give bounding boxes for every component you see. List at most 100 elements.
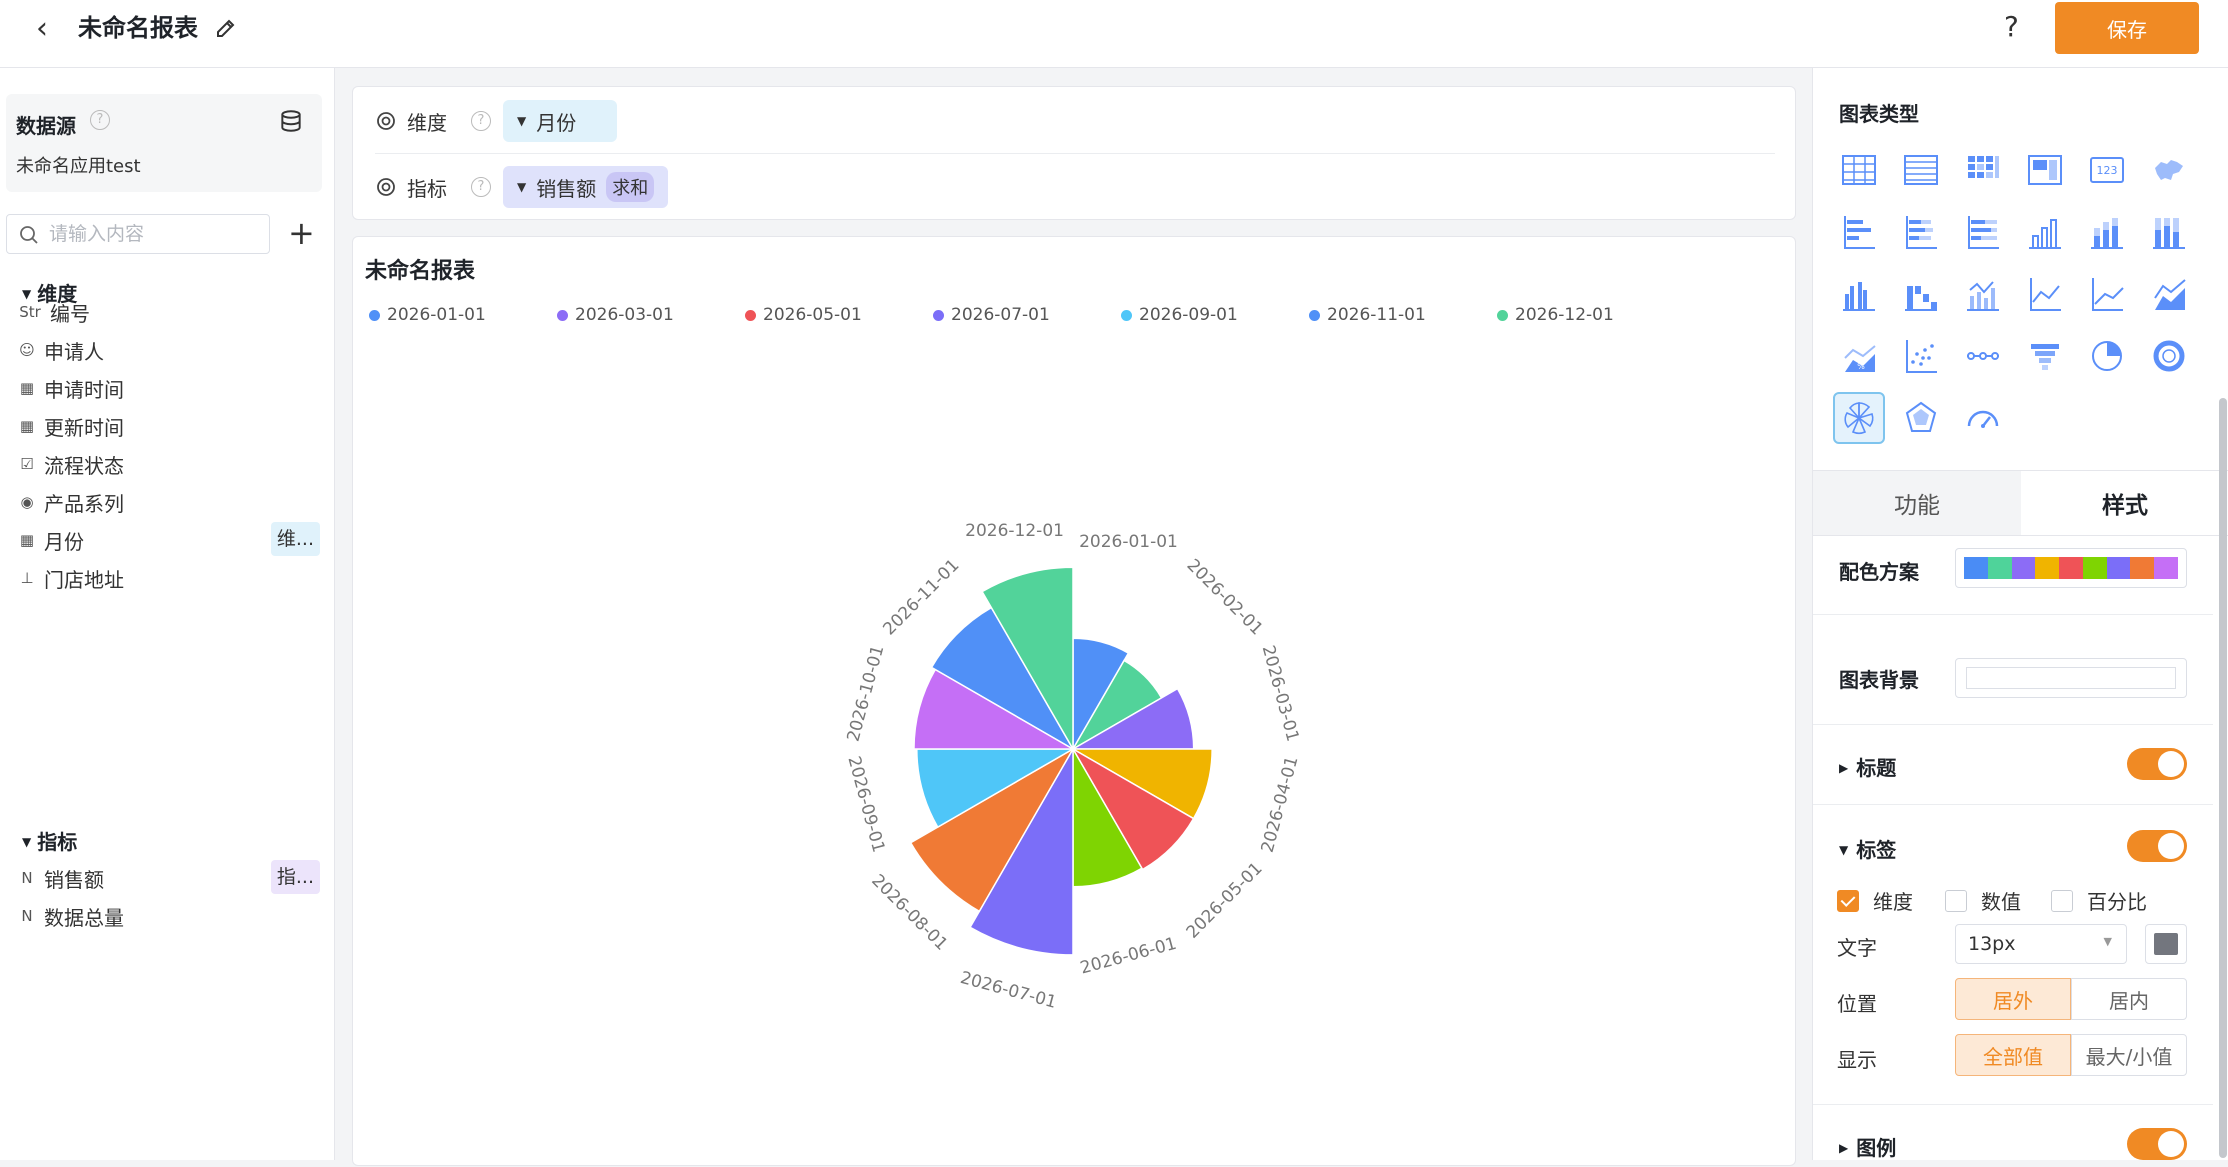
field-item[interactable]: ◉ 产品系列 — [16, 482, 320, 522]
slice-label: 2026-11-01 — [879, 555, 963, 639]
scrollbar[interactable] — [2217, 384, 2227, 1160]
legend-dot — [369, 309, 380, 321]
rose-slice[interactable] — [930, 606, 1076, 752]
pie-chart-icon[interactable] — [2081, 330, 2133, 382]
line-chart-icon[interactable] — [2019, 268, 2071, 320]
checkbox-dimension[interactable]: 维度 — [1837, 886, 1913, 915]
rose-slice[interactable] — [969, 746, 1074, 956]
scrollbar-thumb[interactable] — [2219, 398, 2227, 1158]
legend-section[interactable]: ▶ 图例 — [1839, 1136, 1897, 1160]
search-input[interactable] — [49, 221, 259, 247]
radio-icon: ◉ — [20, 493, 34, 511]
label-section[interactable]: ▼ 标签 — [1839, 838, 1897, 862]
text-color-picker[interactable] — [2145, 924, 2187, 964]
rose-chart-icon[interactable] — [1833, 392, 1885, 444]
help-icon[interactable]: ? — [471, 177, 491, 197]
font-size-select[interactable]: 13px ▼ — [1955, 924, 2127, 964]
field-item[interactable]: ☺ 申请人 — [16, 330, 320, 370]
field-item[interactable]: ▦ 申请时间 — [16, 368, 320, 408]
field-item[interactable]: N 销售额 指... — [16, 858, 320, 898]
palette-swatch — [2130, 557, 2155, 579]
combo-chart-icon[interactable] — [1957, 268, 2009, 320]
legend-item[interactable]: 2026-01-01 — [369, 305, 557, 325]
percent-column-icon[interactable] — [2143, 206, 2195, 258]
pivot-table-icon[interactable] — [1957, 144, 2009, 196]
field-item[interactable]: Str 编号 — [16, 292, 320, 332]
field-item[interactable]: ☑ 流程状态 — [16, 444, 320, 484]
tab-style[interactable]: 样式 — [2021, 471, 2228, 535]
back-icon[interactable]: ‹ — [36, 11, 48, 46]
bar-chart-icon[interactable] — [1833, 206, 1885, 258]
stacked-area-icon[interactable] — [2143, 268, 2195, 320]
field-label: 申请时间 — [44, 377, 124, 402]
add-field-button[interactable]: + — [288, 214, 315, 252]
dimension-row: 维度 ? ▼ 月份 — [375, 99, 1765, 143]
legend-item[interactable]: 2026-11-01 — [1309, 305, 1497, 325]
metric-pill[interactable]: ▼ 销售额 求和 — [503, 166, 669, 208]
field-search[interactable] — [6, 214, 270, 254]
save-button[interactable]: 保存 — [2055, 2, 2199, 54]
timeline-icon[interactable] — [1957, 330, 2009, 382]
field-label: 流程状态 — [44, 453, 124, 478]
field-item[interactable]: N 数据总量 — [16, 896, 320, 936]
stacked-bar-icon[interactable] — [1895, 206, 1947, 258]
aggregation-badge[interactable]: 求和 — [606, 172, 655, 202]
edit-icon[interactable] — [214, 16, 238, 40]
field-item[interactable]: ⊥ 门店地址 — [16, 558, 320, 598]
help-icon[interactable]: ? — [2004, 10, 2019, 43]
legend-item[interactable]: 2026-05-01 — [745, 305, 933, 325]
display-all-option[interactable]: 全部值 — [1955, 1034, 2071, 1076]
chart-bg-picker[interactable] — [1955, 658, 2187, 698]
top-bar: ‹ 未命名报表 ? 保存 — [0, 0, 2228, 68]
stacked-column-icon[interactable] — [2081, 206, 2133, 258]
legend-item[interactable]: 2026-12-01 — [1497, 305, 1685, 325]
area-chart-icon[interactable] — [2081, 268, 2133, 320]
color-scheme-select[interactable] — [1955, 548, 2187, 588]
radar-chart-icon[interactable] — [1895, 392, 1947, 444]
field-item[interactable]: ▦ 月份 维... — [16, 520, 320, 560]
checkbox-value[interactable]: 数值 — [1945, 886, 2021, 915]
checkbox-icon — [1945, 889, 1967, 912]
position-inside-option[interactable]: 居内 — [2071, 978, 2187, 1020]
grouped-column-icon[interactable] — [1833, 268, 1885, 320]
map-chart-icon[interactable] — [2143, 144, 2195, 196]
field-label: 销售额 — [44, 867, 104, 892]
dimension-section[interactable]: ▼ 维度 — [22, 282, 78, 306]
waterfall-icon[interactable] — [1895, 268, 1947, 320]
legend-toggle[interactable] — [2127, 1128, 2187, 1160]
checkbox-percent[interactable]: 百分比 — [2051, 886, 2147, 915]
database-icon[interactable] — [278, 108, 304, 134]
help-icon[interactable]: ? — [90, 110, 110, 130]
display-minmax-option[interactable]: 最大/小值 — [2071, 1034, 2187, 1076]
scatter-chart-icon[interactable] — [1895, 330, 1947, 382]
title-toggle[interactable] — [2127, 748, 2187, 780]
kpi-number-icon[interactable]: 123 — [2081, 144, 2133, 196]
slice-label: 2026-09-01 — [843, 754, 888, 855]
legend-item[interactable]: 2026-03-01 — [557, 305, 745, 325]
metric-section[interactable]: ▼ 指标 — [22, 830, 78, 854]
gauge-chart-icon[interactable] — [1957, 392, 2009, 444]
svg-text:%: % — [1857, 362, 1865, 371]
rose-slice[interactable] — [1070, 746, 1195, 871]
help-icon[interactable]: ? — [471, 111, 491, 131]
column-chart-icon[interactable] — [2019, 206, 2071, 258]
position-outside-option[interactable]: 居外 — [1955, 978, 2071, 1020]
funnel-chart-icon[interactable] — [2019, 330, 2071, 382]
title-section[interactable]: ▶ 标题 — [1839, 756, 1897, 780]
field-item[interactable]: ▦ 更新时间 — [16, 406, 320, 446]
legend-item[interactable]: 2026-07-01 — [933, 305, 1121, 325]
legend-item[interactable]: 2026-09-01 — [1121, 305, 1309, 325]
card-icon[interactable] — [2019, 144, 2071, 196]
dimension-pill[interactable]: ▼ 月份 — [503, 100, 617, 142]
label-toggle[interactable] — [2127, 830, 2187, 862]
legend-label: 2026-12-01 — [1515, 305, 1614, 325]
donut-chart-icon[interactable] — [2143, 330, 2195, 382]
percent-bar-icon[interactable] — [1957, 206, 2009, 258]
percent-area-icon[interactable]: % — [1833, 330, 1885, 382]
rose-slice[interactable] — [909, 746, 1076, 913]
detail-table-icon[interactable] — [1895, 144, 1947, 196]
table-chart-icon[interactable] — [1833, 144, 1885, 196]
rose-slice[interactable] — [981, 566, 1074, 752]
tab-function[interactable]: 功能 — [1813, 471, 2021, 535]
